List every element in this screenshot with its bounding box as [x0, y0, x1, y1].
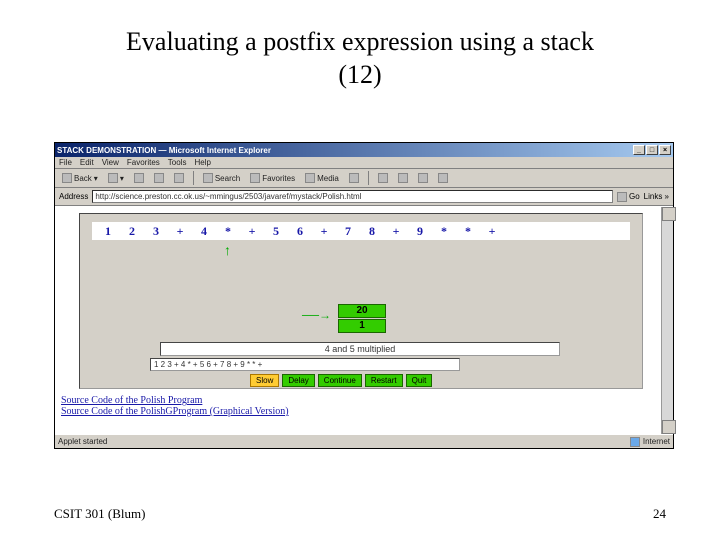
page-content: 1 2 3 +4 * +5 6 +7 8 +9 * * + ↑ ──→ 4 and 5 multipli… [55, 206, 673, 434]
title-line1: Evaluating a postfix expression using a … [126, 27, 594, 56]
forward-button[interactable]: ▾ [105, 171, 127, 185]
media-button[interactable]: Media [302, 171, 342, 185]
source-link-2[interactable]: Source Code of the PolishGProgram (Graph… [61, 406, 289, 417]
footer-right: 24 [653, 506, 666, 522]
edit-icon [418, 173, 428, 183]
history-icon [349, 173, 359, 183]
forward-icon [108, 173, 118, 183]
statusbar-left: Applet started [58, 437, 107, 446]
menu-edit[interactable]: Edit [80, 158, 94, 167]
continue-button[interactable]: Continue [318, 374, 362, 387]
print-button[interactable] [395, 171, 411, 185]
menu-help[interactable]: Help [194, 158, 210, 167]
close-button[interactable]: × [659, 145, 671, 155]
media-icon [305, 173, 315, 183]
statusbar-right: Internet [643, 437, 670, 446]
print-icon [398, 173, 408, 183]
stop-button[interactable] [131, 171, 147, 185]
star-icon [250, 173, 260, 183]
expr-token: + [176, 224, 184, 239]
addressbar: Address http://science.preston.cc.ok.us/… [55, 188, 673, 206]
discuss-icon [438, 173, 448, 183]
restart-button[interactable]: Restart [365, 374, 403, 387]
discuss-button[interactable] [435, 171, 451, 185]
home-icon [174, 173, 184, 183]
menu-view[interactable]: View [102, 158, 119, 167]
status-text: 4 and 5 multiplied [160, 342, 560, 356]
toolbar: Back ▾ ▾ Search Favorites Media [55, 169, 673, 188]
expr-token: 8 [368, 224, 376, 239]
vertical-scrollbar[interactable] [661, 207, 673, 434]
chevron-down-icon: ▾ [94, 174, 98, 183]
favorites-button[interactable]: Favorites [247, 171, 298, 185]
expr-token: 6 [296, 224, 304, 239]
expr-token: 9 [416, 224, 424, 239]
expr-token: 3 [152, 224, 160, 239]
mail-button[interactable] [375, 171, 391, 185]
address-input[interactable]: http://science.preston.cc.ok.us/~mmingus… [92, 190, 613, 203]
maximize-button[interactable]: □ [646, 145, 658, 155]
mail-icon [378, 173, 388, 183]
expr-token: + [488, 224, 496, 239]
search-icon [203, 173, 213, 183]
slow-button[interactable]: Slow [250, 374, 279, 387]
applet-area: 1 2 3 +4 * +5 6 +7 8 +9 * * + ↑ ──→ 4 and 5 multipli… [79, 213, 643, 389]
expr-token: 5 [272, 224, 280, 239]
window-title: STACK DEMONSTRATION — Microsoft Internet… [57, 146, 271, 155]
expr-token: + [392, 224, 400, 239]
expr-token: + [248, 224, 256, 239]
delay-button[interactable]: Delay [282, 374, 314, 387]
slide-title: Evaluating a postfix expression using a … [0, 0, 720, 91]
address-value: http://science.preston.cc.ok.us/~mmingus… [95, 192, 361, 201]
source-link-1[interactable]: Source Code of the Polish Program [61, 395, 289, 406]
expr-token: + [320, 224, 328, 239]
applet-buttons: Slow Delay Continue Restart Quit [250, 374, 432, 387]
expr-token: 1 [104, 224, 112, 239]
stop-icon [134, 173, 144, 183]
expr-token: * [440, 224, 448, 239]
title-line2: (12) [338, 60, 381, 89]
expr-token: 7 [344, 224, 352, 239]
edit-button[interactable] [415, 171, 431, 185]
quit-button[interactable]: Quit [406, 374, 433, 387]
chevron-down-icon: ▾ [120, 174, 124, 183]
source-links: Source Code of the Polish Program Source… [61, 395, 289, 417]
menu-tools[interactable]: Tools [168, 158, 187, 167]
back-label: Back [74, 174, 92, 183]
history-button[interactable] [346, 171, 362, 185]
expr-token: * [224, 224, 232, 239]
go-icon [617, 192, 627, 202]
expression-input[interactable]: 1 2 3 + 4 * + 5 6 + 7 8 + 9 * * + [150, 358, 460, 371]
expr-token: 4 [200, 224, 208, 239]
back-icon [62, 173, 72, 183]
menu-file[interactable]: File [59, 158, 72, 167]
refresh-button[interactable] [151, 171, 167, 185]
search-button[interactable]: Search [200, 171, 243, 185]
stack-cell: 20 [338, 304, 386, 318]
expr-token: * [464, 224, 472, 239]
go-button[interactable]: Go [617, 192, 640, 202]
browser-window: STACK DEMONSTRATION — Microsoft Internet… [54, 142, 674, 449]
menu-favorites[interactable]: Favorites [127, 158, 160, 167]
expr-token: 2 [128, 224, 136, 239]
stack-push-arrow-icon: ──→ [302, 308, 331, 322]
menubar: File Edit View Favorites Tools Help [55, 157, 673, 169]
footer-left: CSIT 301 (Blum) [54, 506, 146, 522]
internet-zone-icon [630, 437, 640, 447]
back-button[interactable]: Back ▾ [59, 171, 101, 185]
minimize-button[interactable]: _ [633, 145, 645, 155]
links-label[interactable]: Links » [644, 192, 669, 201]
expression-row: 1 2 3 +4 * +5 6 +7 8 +9 * * + [92, 222, 630, 240]
pointer-arrow-icon: ↑ [224, 242, 231, 258]
titlebar: STACK DEMONSTRATION — Microsoft Internet… [55, 143, 673, 157]
statusbar: Applet started Internet [55, 434, 673, 448]
address-label: Address [59, 192, 88, 201]
refresh-icon [154, 173, 164, 183]
home-button[interactable] [171, 171, 187, 185]
stack-cell: 1 [338, 319, 386, 333]
